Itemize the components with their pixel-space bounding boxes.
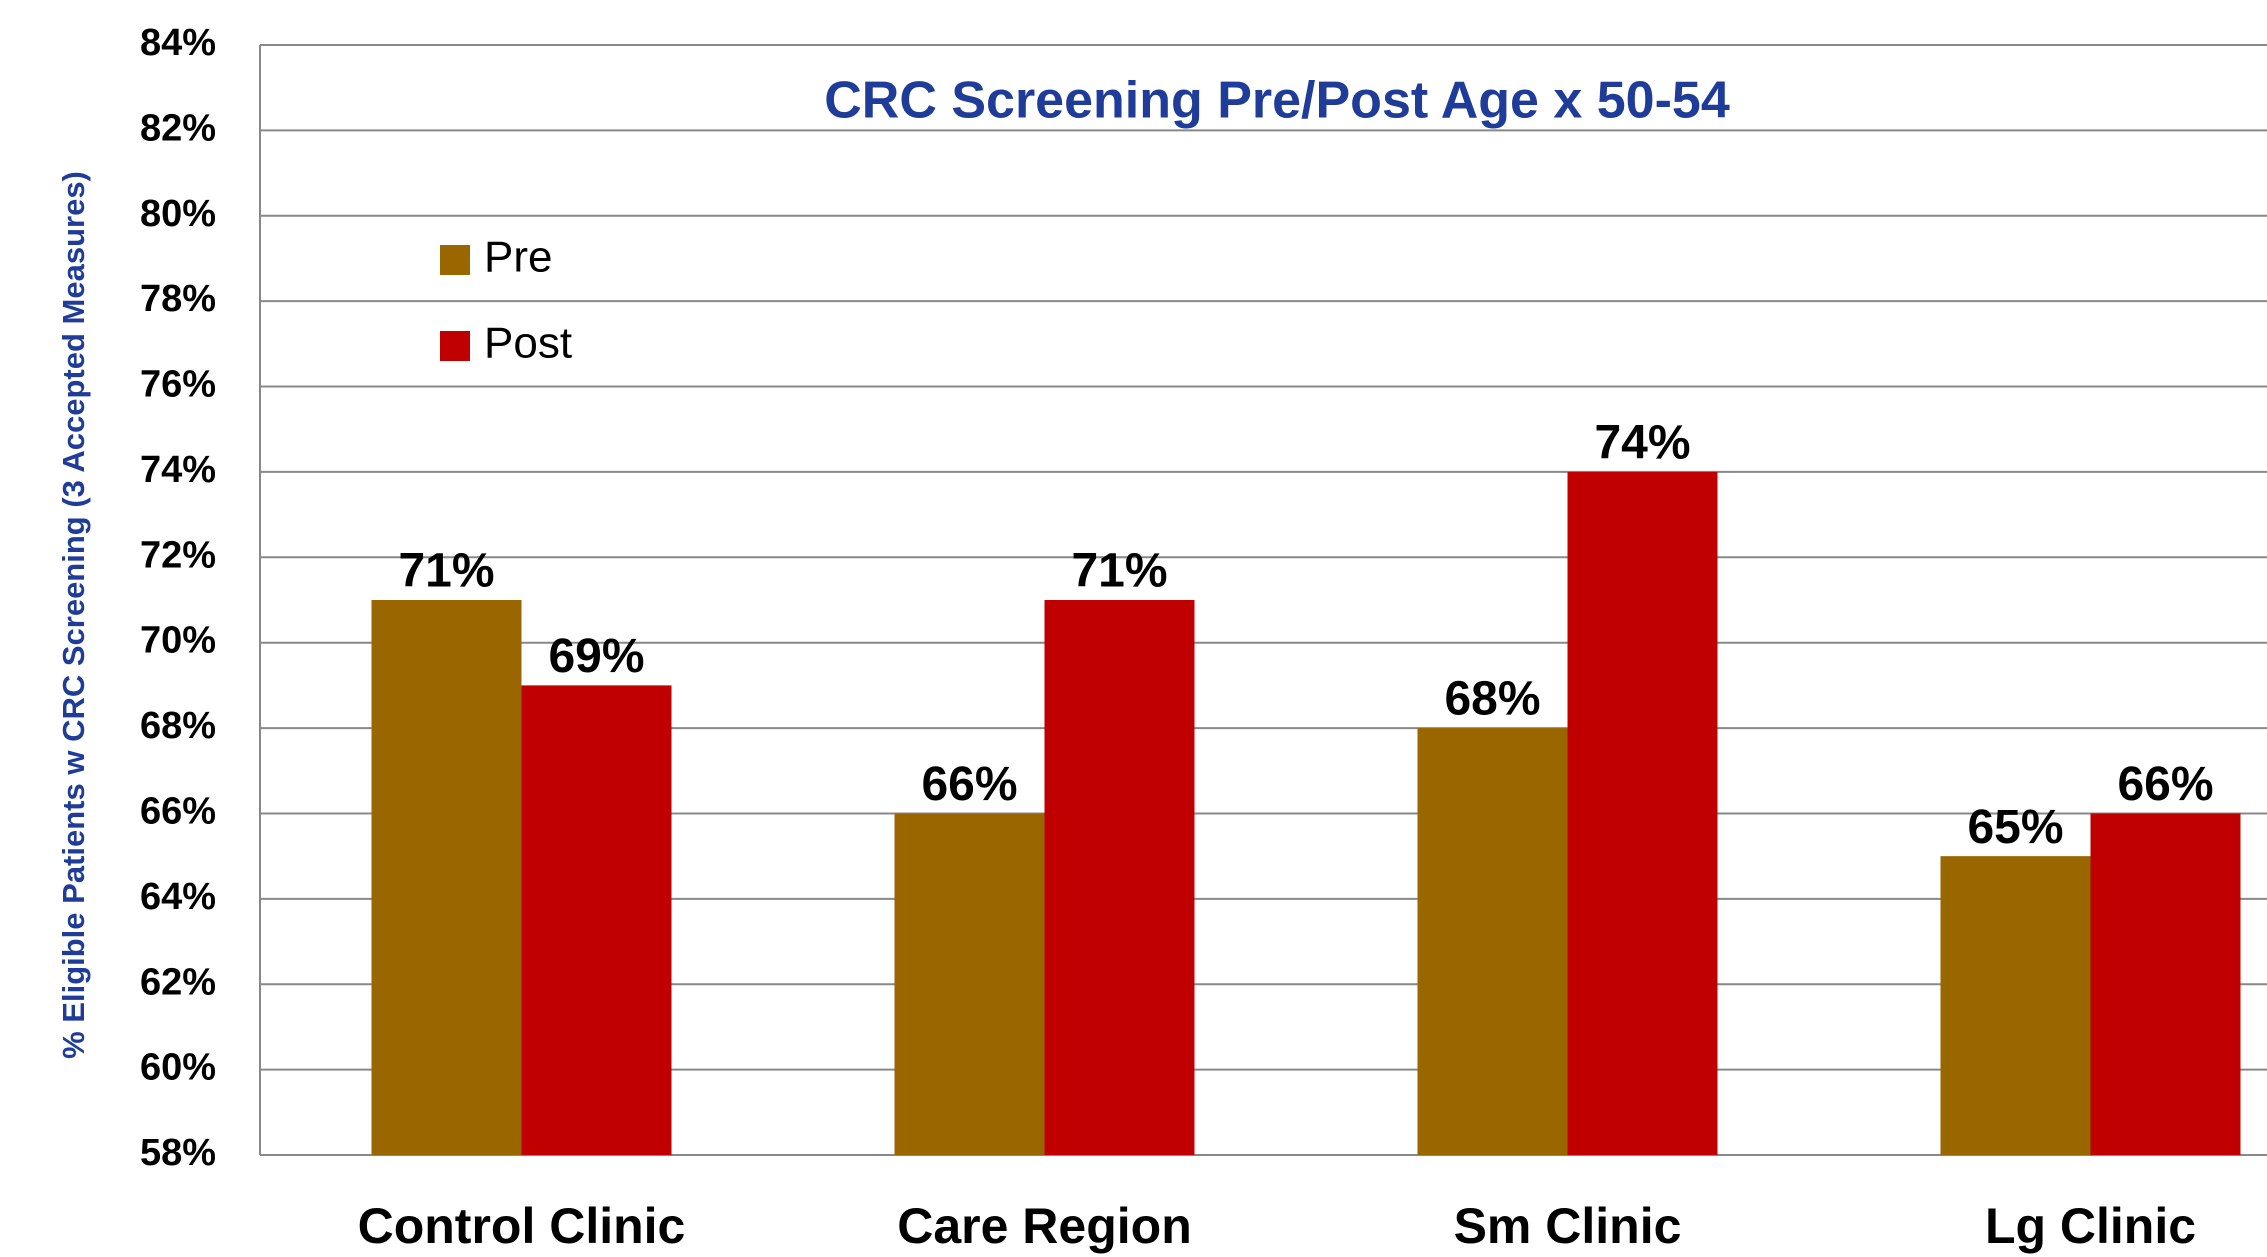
y-tick-label: 68%: [140, 705, 216, 747]
bar: [521, 685, 672, 1155]
y-tick-label: 74%: [140, 449, 216, 491]
y-tick-label: 70%: [140, 620, 216, 662]
y-tick-label: 64%: [140, 876, 216, 918]
value-label: 69%: [548, 630, 644, 683]
value-label: 74%: [1594, 417, 1690, 470]
y-tick-label: 84%: [140, 22, 216, 64]
bar: [371, 600, 522, 1155]
y-tick-label: 80%: [140, 193, 216, 235]
x-tick-label: Control Clinic: [358, 1198, 686, 1254]
bar: [894, 813, 1045, 1155]
y-tick-label: 62%: [140, 961, 216, 1003]
value-label: 66%: [2117, 758, 2213, 811]
value-label: 71%: [398, 545, 494, 598]
value-label: 65%: [1967, 801, 2063, 854]
bar: [2090, 813, 2241, 1155]
y-tick-label: 58%: [140, 1132, 216, 1174]
y-tick-label: 66%: [140, 790, 216, 832]
bar: [1567, 471, 1718, 1155]
x-tick-label: Sm Clinic: [1454, 1198, 1682, 1254]
value-label: 68%: [1444, 673, 1540, 726]
y-tick-label: 78%: [140, 278, 216, 320]
y-tick-label: 60%: [140, 1047, 216, 1089]
x-tick-label: Lg Clinic: [1985, 1198, 2196, 1254]
bar: [1417, 728, 1568, 1155]
legend-label: Post: [484, 319, 572, 368]
y-tick-label: 76%: [140, 364, 216, 406]
legend-swatch: [440, 331, 470, 361]
legend-swatch: [440, 245, 470, 275]
bar: [1940, 856, 2091, 1155]
chart-title: CRC Screening Pre/Post Age x 50-54: [824, 72, 1730, 130]
legend-label: Pre: [484, 233, 552, 282]
bar: [1044, 600, 1195, 1155]
y-tick-label: 82%: [140, 107, 216, 149]
value-label: 66%: [921, 758, 1017, 811]
y-tick-label: 72%: [140, 534, 216, 576]
y-axis-label: % Eligible Patients w CRC Screening (3 A…: [56, 171, 91, 1059]
value-label: 71%: [1071, 545, 1167, 598]
x-tick-label: Care Region: [897, 1198, 1192, 1254]
